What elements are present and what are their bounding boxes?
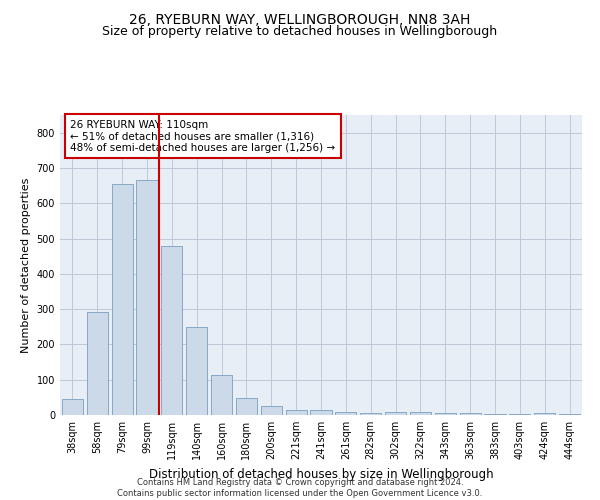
Bar xyxy=(186,327,207,415)
Bar xyxy=(236,398,257,415)
Text: Size of property relative to detached houses in Wellingborough: Size of property relative to detached ho… xyxy=(103,25,497,38)
Bar xyxy=(385,412,406,415)
Bar xyxy=(211,375,232,415)
Bar xyxy=(360,413,381,415)
Bar xyxy=(435,413,456,415)
Bar xyxy=(410,412,431,415)
Bar xyxy=(559,414,580,415)
Bar xyxy=(161,246,182,415)
Bar xyxy=(136,180,158,415)
Bar xyxy=(460,413,481,415)
X-axis label: Distribution of detached houses by size in Wellingborough: Distribution of detached houses by size … xyxy=(149,468,493,480)
Bar xyxy=(261,406,282,415)
Bar xyxy=(310,410,332,415)
Text: 26 RYEBURN WAY: 110sqm
← 51% of detached houses are smaller (1,316)
48% of semi-: 26 RYEBURN WAY: 110sqm ← 51% of detached… xyxy=(70,120,335,152)
Bar xyxy=(509,414,530,415)
Bar xyxy=(112,184,133,415)
Bar xyxy=(534,413,555,415)
Text: 26, RYEBURN WAY, WELLINGBOROUGH, NN8 3AH: 26, RYEBURN WAY, WELLINGBOROUGH, NN8 3AH xyxy=(130,12,470,26)
Y-axis label: Number of detached properties: Number of detached properties xyxy=(21,178,31,352)
Bar xyxy=(335,412,356,415)
Bar xyxy=(87,312,108,415)
Text: Contains HM Land Registry data © Crown copyright and database right 2024.
Contai: Contains HM Land Registry data © Crown c… xyxy=(118,478,482,498)
Bar xyxy=(286,410,307,415)
Bar xyxy=(484,414,506,415)
Bar xyxy=(62,399,83,415)
